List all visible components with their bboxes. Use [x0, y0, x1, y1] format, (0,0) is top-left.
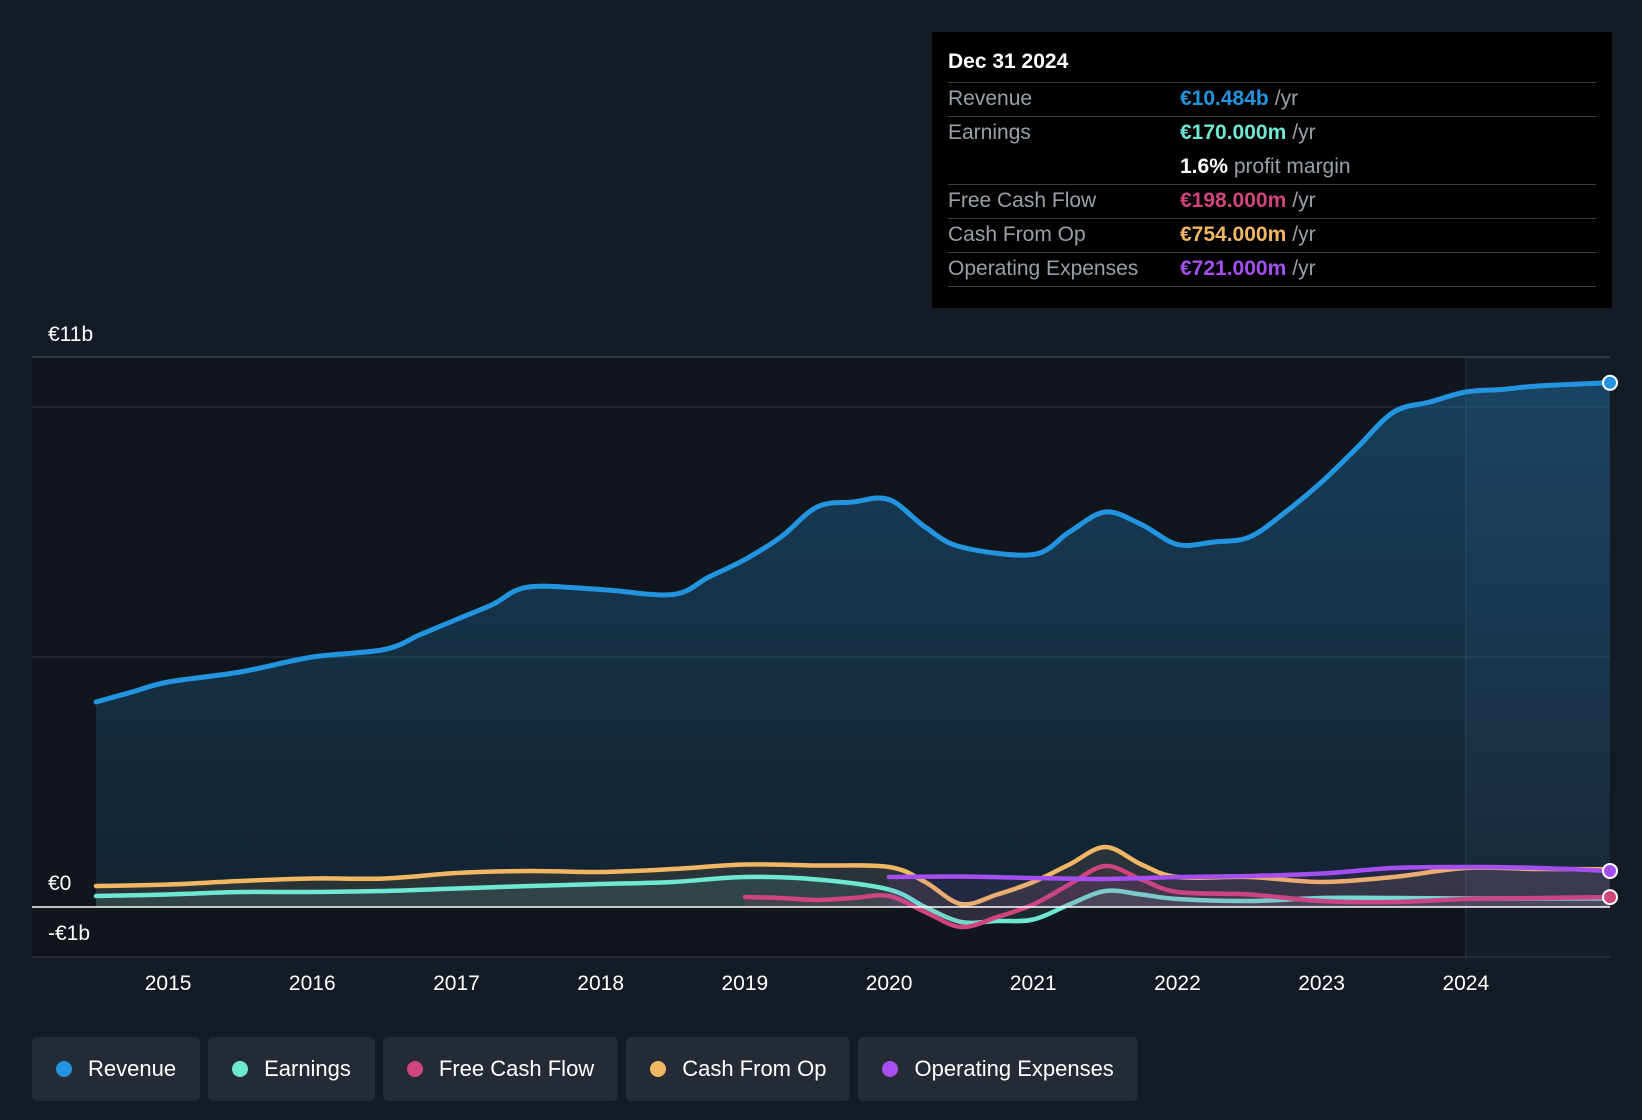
- x-tick-label: 2023: [1298, 972, 1345, 995]
- legend-dot-icon: [882, 1061, 899, 1077]
- legend-dot-icon: [232, 1061, 249, 1077]
- legend-label: Earnings: [264, 1056, 351, 1081]
- tooltip-unit: /yr: [1292, 189, 1316, 212]
- end-marker-revenue: [1602, 374, 1618, 391]
- x-tick-label: 2016: [289, 972, 336, 995]
- series-line-earnings: [93, 874, 1613, 926]
- series-line-revenue: [93, 380, 1613, 705]
- series-area-free-cash-flow: [744, 865, 1610, 928]
- series-line-operating-expenses: [886, 864, 1613, 882]
- tooltip-value: €754.000m: [1180, 223, 1287, 246]
- tooltip-label: Operating Expenses: [948, 257, 1139, 280]
- tooltip-unit: /yr: [1292, 223, 1316, 246]
- end-marker-free-cash-flow: [1602, 889, 1618, 906]
- tooltip-row-cash-from-op: Cash From Op €754.000m /yr: [948, 219, 1596, 253]
- tooltip-label: [948, 151, 1180, 184]
- tooltip-label: Free Cash Flow: [948, 189, 1097, 212]
- tooltip-value: €721.000m: [1180, 257, 1287, 280]
- tooltip-row-free-cash-flow: Free Cash Flow €198.000m /yr: [948, 185, 1596, 219]
- x-tick-label: 2024: [1442, 972, 1489, 995]
- tooltip-value: €170.000m: [1180, 121, 1287, 144]
- tooltip-row-operating-expenses: Operating Expenses €721.000m /yr: [948, 253, 1596, 287]
- legend-item-cash-from-op[interactable]: Cash From Op: [626, 1037, 851, 1101]
- tooltip-label: Earnings: [948, 121, 1031, 144]
- y-tick-label: €11b: [48, 323, 93, 346]
- legend-label: Cash From Op: [682, 1056, 827, 1081]
- tooltip-label: Revenue: [948, 87, 1033, 110]
- tooltip-unit: profit margin: [1233, 155, 1351, 178]
- x-tick-label: 2022: [1154, 972, 1201, 995]
- y-tick-label: -€1b: [48, 922, 90, 945]
- legend-label: Free Cash Flow: [438, 1056, 595, 1081]
- legend-dot-icon: [56, 1061, 72, 1077]
- tooltip-value: 1.6%: [1180, 155, 1228, 178]
- tooltip-unit: /yr: [1292, 121, 1316, 144]
- legend-label: Revenue: [88, 1056, 177, 1081]
- series-area-revenue: [96, 382, 1610, 907]
- series-line-cash-from-op: [93, 844, 1613, 907]
- series-area-operating-expenses: [889, 866, 1610, 907]
- tooltip: Dec 31 2024 Revenue €10.484b /yr Earning…: [932, 32, 1612, 308]
- x-tick-label: 2019: [721, 972, 768, 995]
- y-tick-label: €0: [48, 872, 71, 895]
- legend-item-earnings[interactable]: Earnings: [208, 1037, 375, 1101]
- x-tick-label: 2017: [433, 972, 480, 995]
- tooltip-row-earnings: Earnings €170.000m /yr: [948, 117, 1596, 151]
- x-tick-label: 2015: [145, 972, 192, 995]
- tooltip-unit: /yr: [1292, 257, 1316, 280]
- legend-dot-icon: [406, 1061, 423, 1077]
- tooltip-value: €198.000m: [1180, 189, 1287, 212]
- end-marker-operating-expenses: [1602, 862, 1618, 879]
- tooltip-value: €10.484b: [1180, 87, 1269, 110]
- tooltip-unit: /yr: [1274, 87, 1299, 110]
- legend-item-revenue[interactable]: Revenue: [32, 1037, 201, 1101]
- x-tick-label: 2020: [866, 972, 913, 995]
- tooltip-label: Cash From Op: [948, 223, 1086, 246]
- legend: Revenue Earnings Free Cash Flow Cash Fro…: [32, 1037, 1138, 1101]
- tooltip-row-revenue: Revenue €10.484b /yr: [948, 83, 1596, 117]
- x-tick-label: 2021: [1010, 972, 1057, 995]
- legend-dot-icon: [650, 1061, 667, 1077]
- legend-label: Operating Expenses: [914, 1056, 1114, 1081]
- x-tick-label: 2018: [577, 972, 624, 995]
- tooltip-row-profit-margin: 1.6% profit margin: [948, 151, 1596, 185]
- tooltip-date: Dec 31 2024: [948, 46, 1596, 83]
- legend-item-free-cash-flow[interactable]: Free Cash Flow: [382, 1037, 619, 1101]
- legend-item-operating-expenses[interactable]: Operating Expenses: [858, 1037, 1138, 1101]
